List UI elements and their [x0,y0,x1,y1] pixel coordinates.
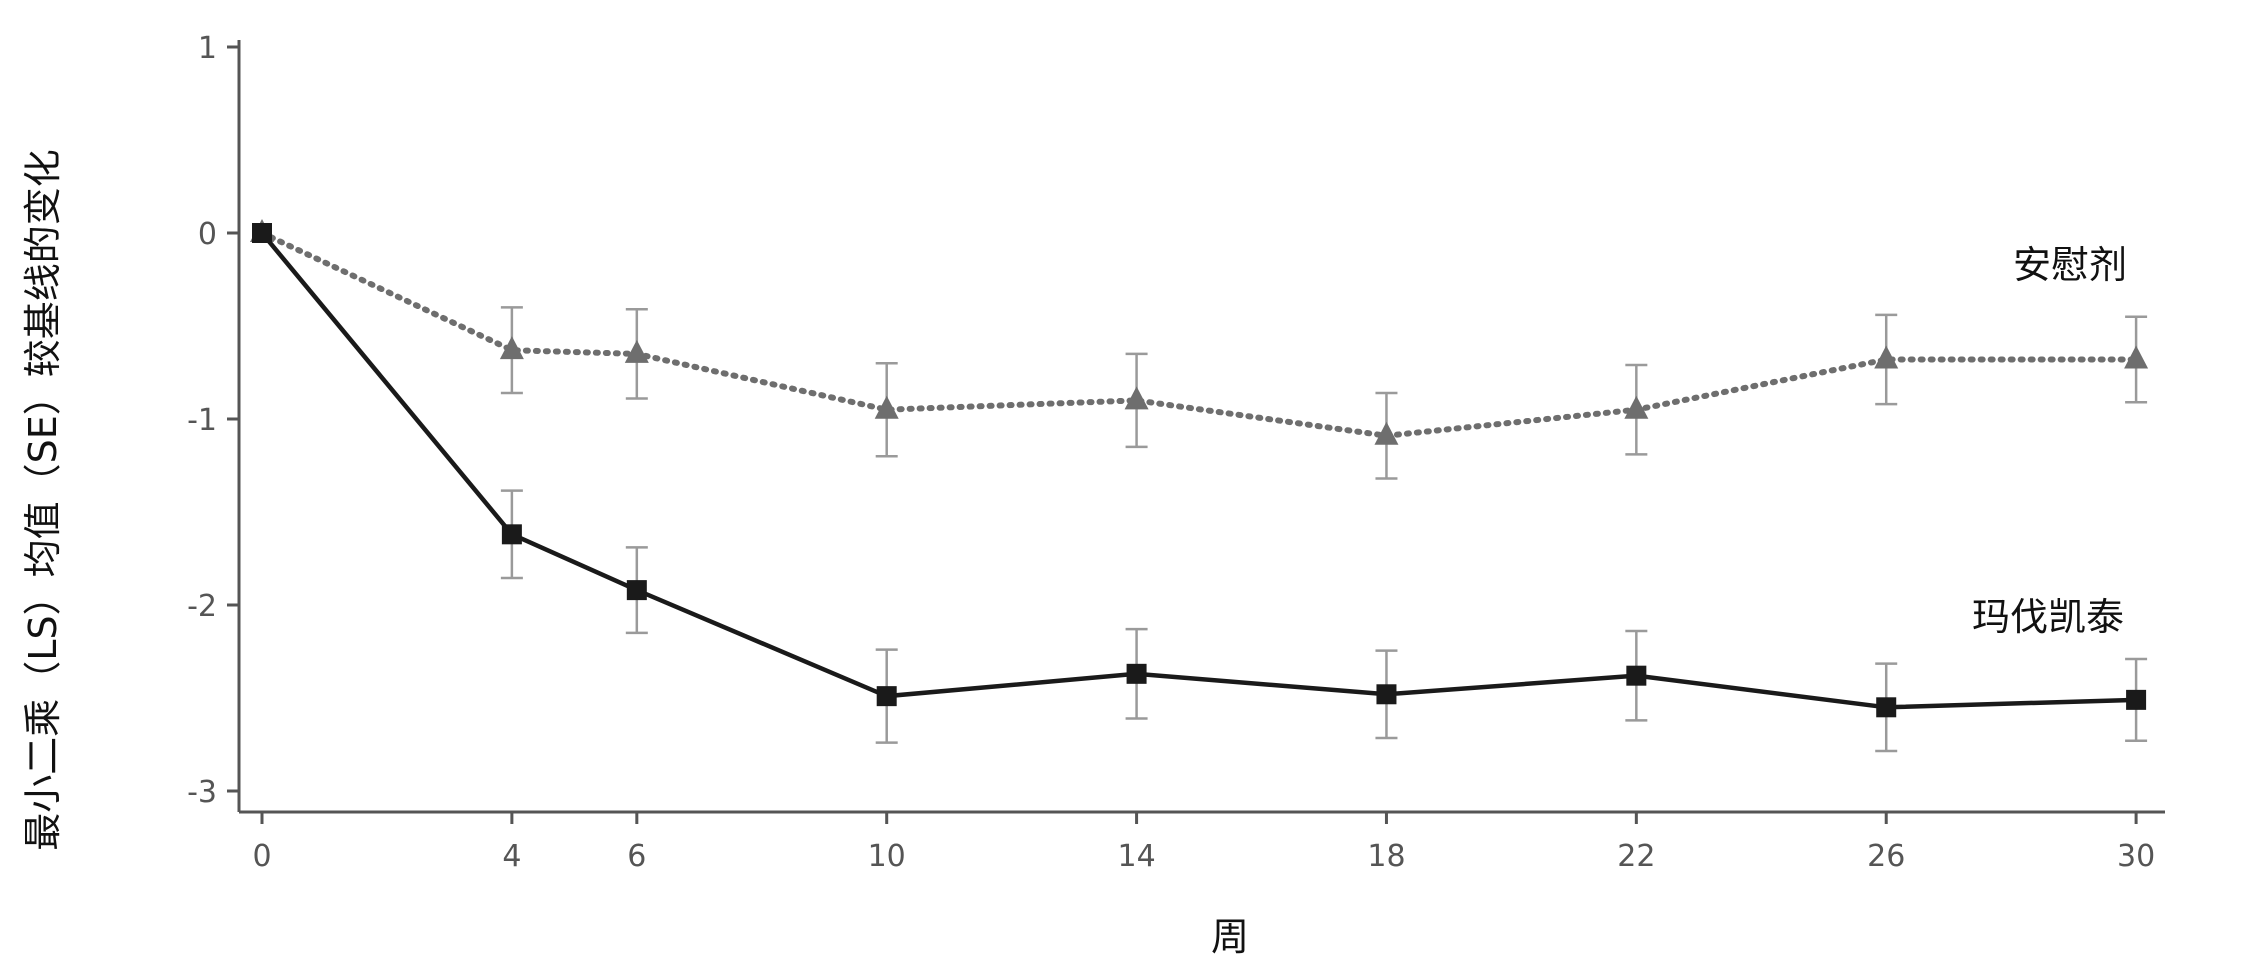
x-tick-label: 0 [252,839,271,874]
x-tick-label: 4 [502,839,521,874]
data-point-triangle [1374,421,1399,445]
x-tick-label: 26 [1867,839,1905,874]
series-drug [252,223,2148,753]
x-tick-label: 22 [1617,839,1655,874]
data-point-square [252,223,272,243]
series-line [260,231,2137,710]
data-point-triangle [2124,345,2149,369]
series-layer [250,219,2149,753]
x-tick-label: 14 [1117,839,1155,874]
series-placebo [250,219,2149,480]
y-tick-label: -2 [187,589,217,624]
y-tick-label: -3 [187,775,217,810]
data-point-square [876,686,897,707]
data-point-triangle [624,339,649,363]
x-tick-label: 18 [1367,839,1405,874]
data-point-square [1376,684,1397,705]
x-axis-label: 周 [1211,915,1249,959]
data-point-square [1126,663,1147,684]
y-axis-label: 最小二乘（LS）均值（SE）较基线的变化 [21,149,65,850]
data-point-square [1876,697,1897,718]
x-tick-label: 10 [868,839,906,874]
axes: 10-1-2-30 4 6 10 14 18 22 26 30 [187,31,2165,874]
data-point-triangle [1624,395,1649,419]
data-point-square [1626,665,1647,686]
y-tick-label: 0 [198,217,217,252]
y-tick-label: 1 [198,31,217,66]
data-point-triangle [1124,386,1149,410]
series-label-drug: 玛伐凯泰 [1972,595,2124,639]
x-tick-label: 30 [2117,839,2155,874]
series-label-placebo: 安慰剂 [2013,243,2127,287]
data-point-triangle [874,395,899,419]
data-point-square [626,580,647,601]
x-tick-label: 6 [627,839,646,874]
data-point-square [2126,689,2147,710]
y-tick-label: -1 [187,403,217,438]
data-point-triangle [1874,345,1899,369]
data-point-square [501,524,522,545]
data-point-triangle [499,336,524,360]
series-line [259,230,2140,439]
